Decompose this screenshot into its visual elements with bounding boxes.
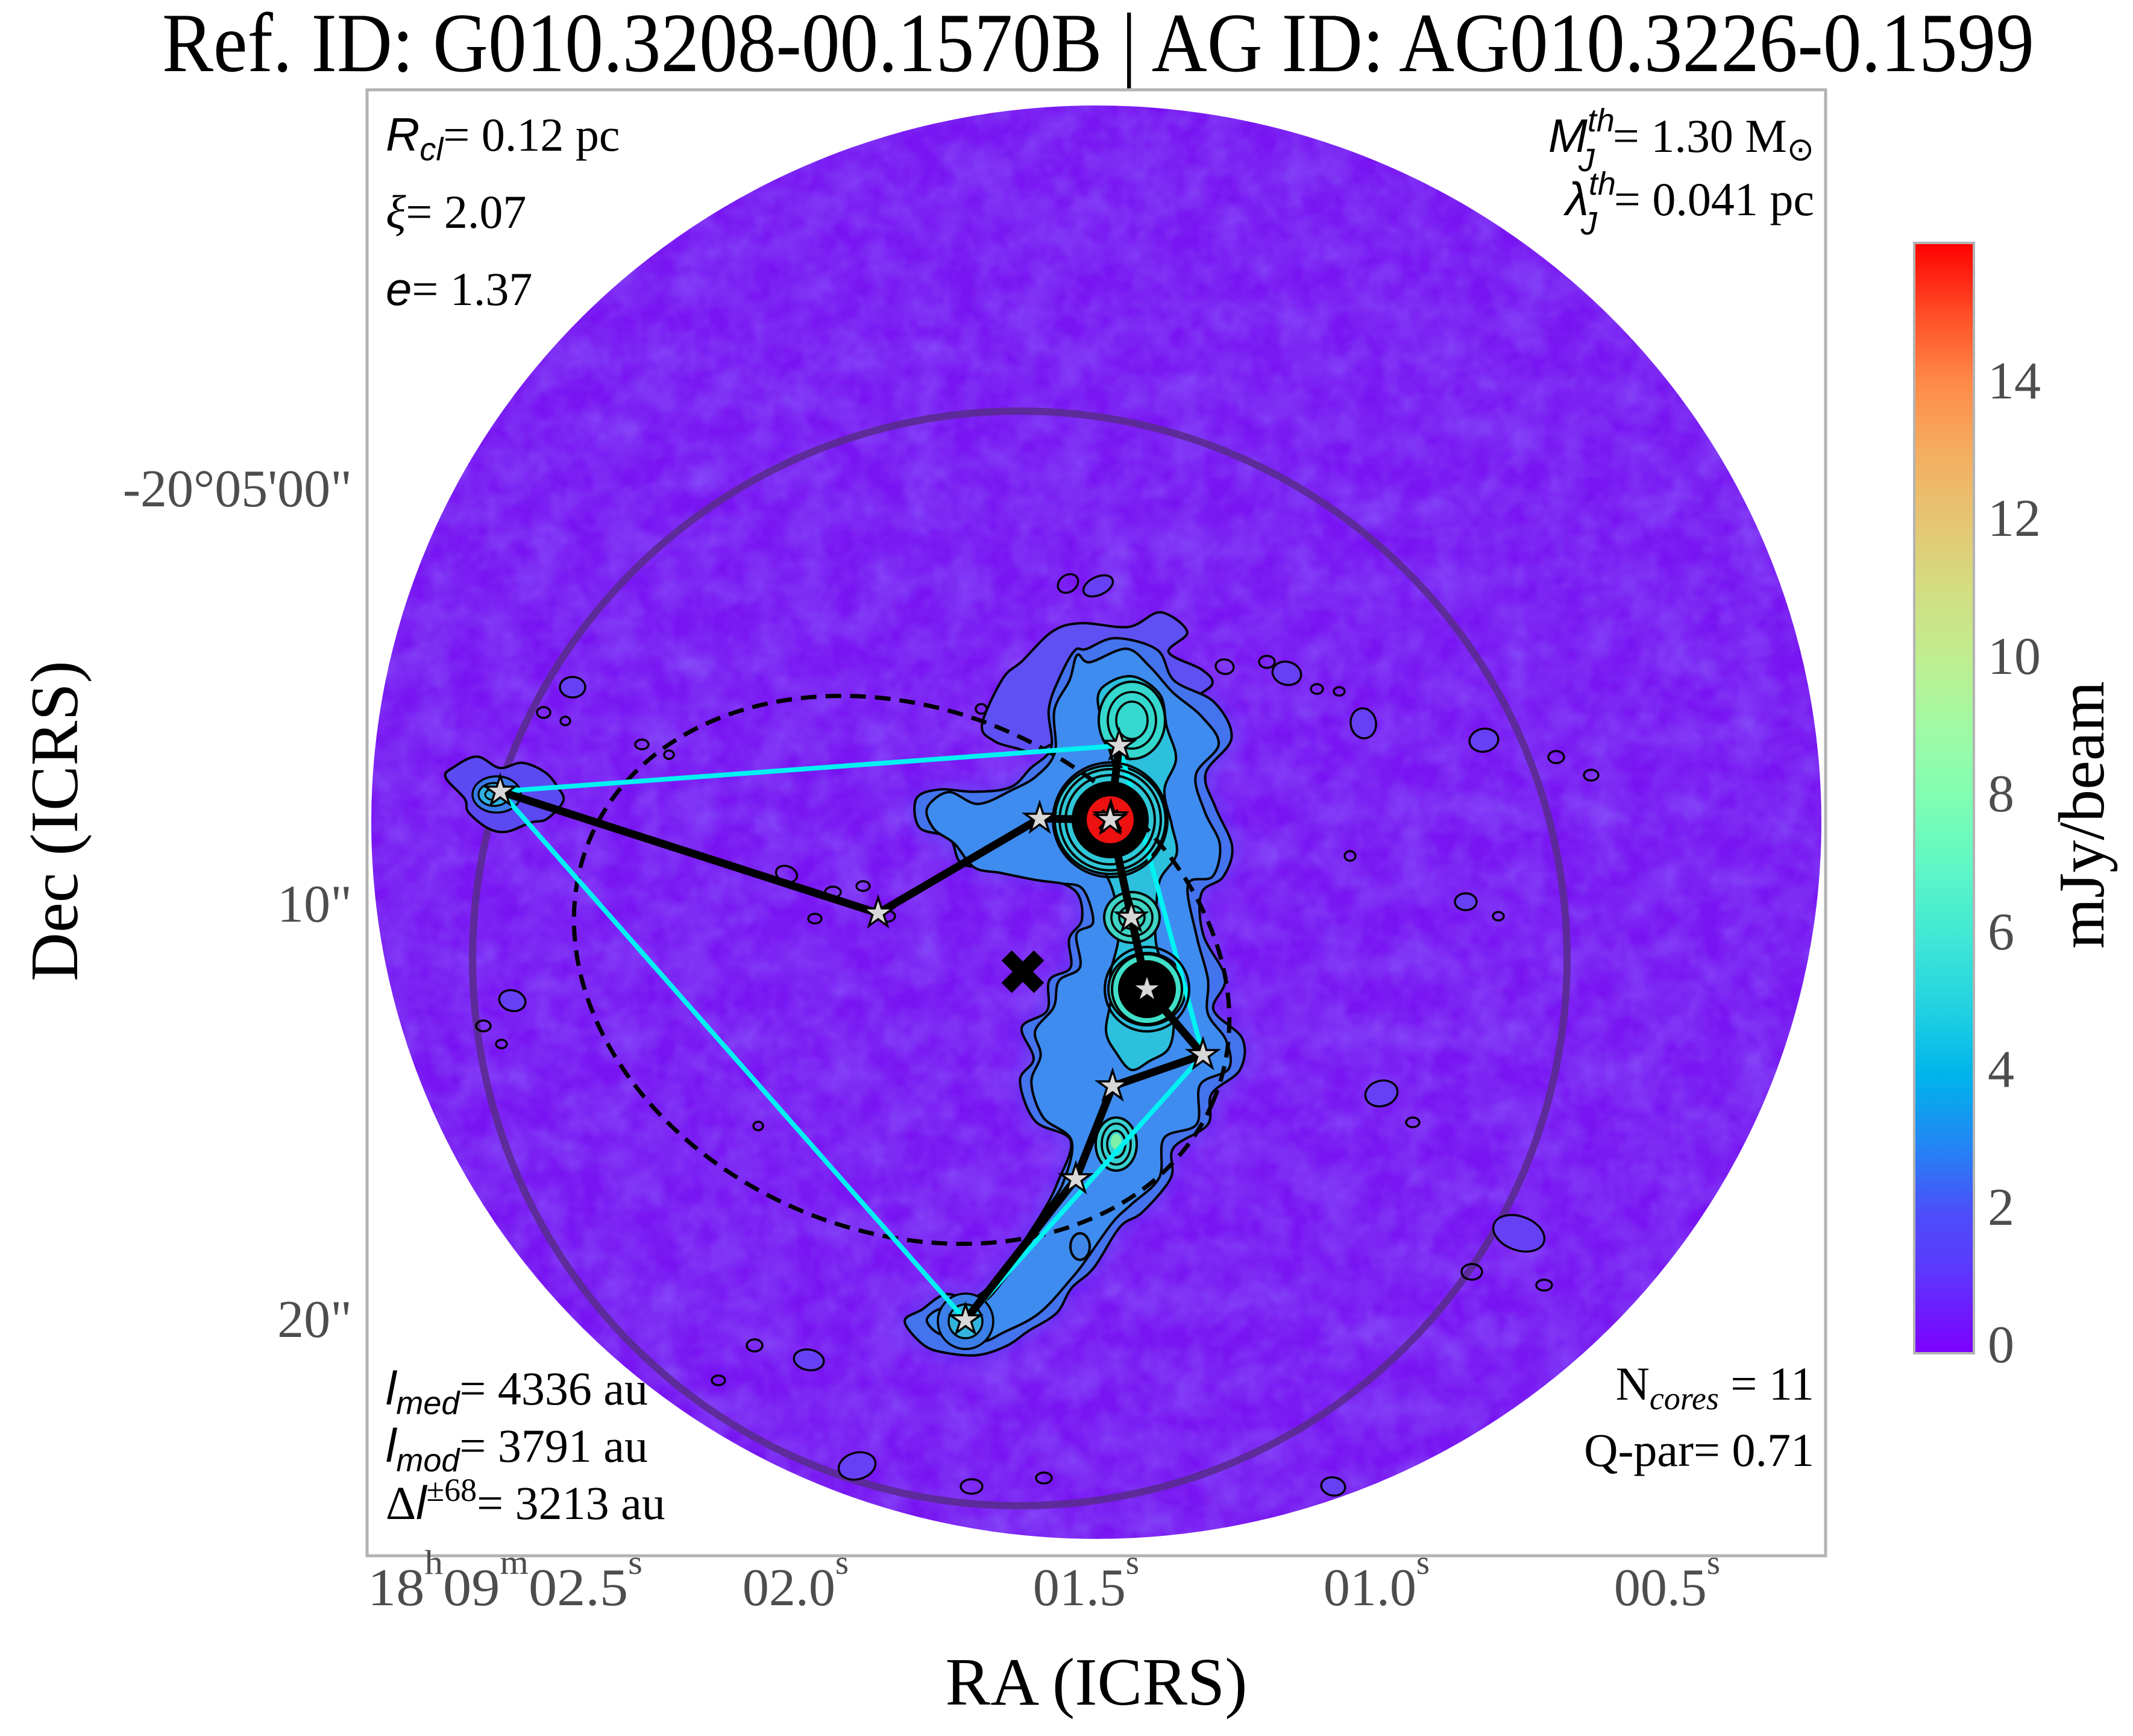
- svg-text:ξ= 2.07: ξ= 2.07: [386, 186, 526, 238]
- svg-text:12: 12: [1988, 489, 2041, 548]
- svg-text:mJy/beam: mJy/beam: [2046, 681, 2118, 949]
- svg-text:14: 14: [1988, 352, 2041, 410]
- svg-text:Ncores = 11: Ncores = 11: [1616, 1357, 1814, 1417]
- svg-text:e= 1.37: e= 1.37: [386, 262, 532, 315]
- svg-text:4: 4: [1988, 1040, 2014, 1099]
- svg-text:8: 8: [1988, 765, 2014, 823]
- svg-text:RA (ICRS): RA (ICRS): [946, 1645, 1248, 1720]
- svg-text:0: 0: [1988, 1316, 2014, 1374]
- svg-text:Dec (ICRS): Dec (ICRS): [17, 661, 92, 981]
- svg-text:2: 2: [1988, 1178, 2014, 1237]
- svg-text:lmed= 4336 au: lmed= 4336 au: [386, 1362, 648, 1421]
- svg-text:10": 10": [277, 875, 352, 934]
- svg-text:Ref. ID: G010.3208-00.1570B |: Ref. ID: G010.3208-00.1570B | AG ID: AG0…: [162, 0, 2034, 90]
- svg-text:Q-par= 0.71: Q-par= 0.71: [1584, 1424, 1814, 1476]
- svg-text:Δl±68= 3213 au: Δl±68= 3213 au: [386, 1472, 665, 1529]
- svg-text:20": 20": [277, 1291, 352, 1349]
- svg-text:lmod= 3791 au: lmod= 3791 au: [386, 1419, 648, 1479]
- svg-text:10: 10: [1988, 627, 2041, 686]
- svg-text:-20°05'00": -20°05'00": [123, 460, 352, 518]
- svg-text:Rcl= 0.12 pc: Rcl= 0.12 pc: [386, 108, 620, 168]
- svg-text:6: 6: [1988, 903, 2014, 961]
